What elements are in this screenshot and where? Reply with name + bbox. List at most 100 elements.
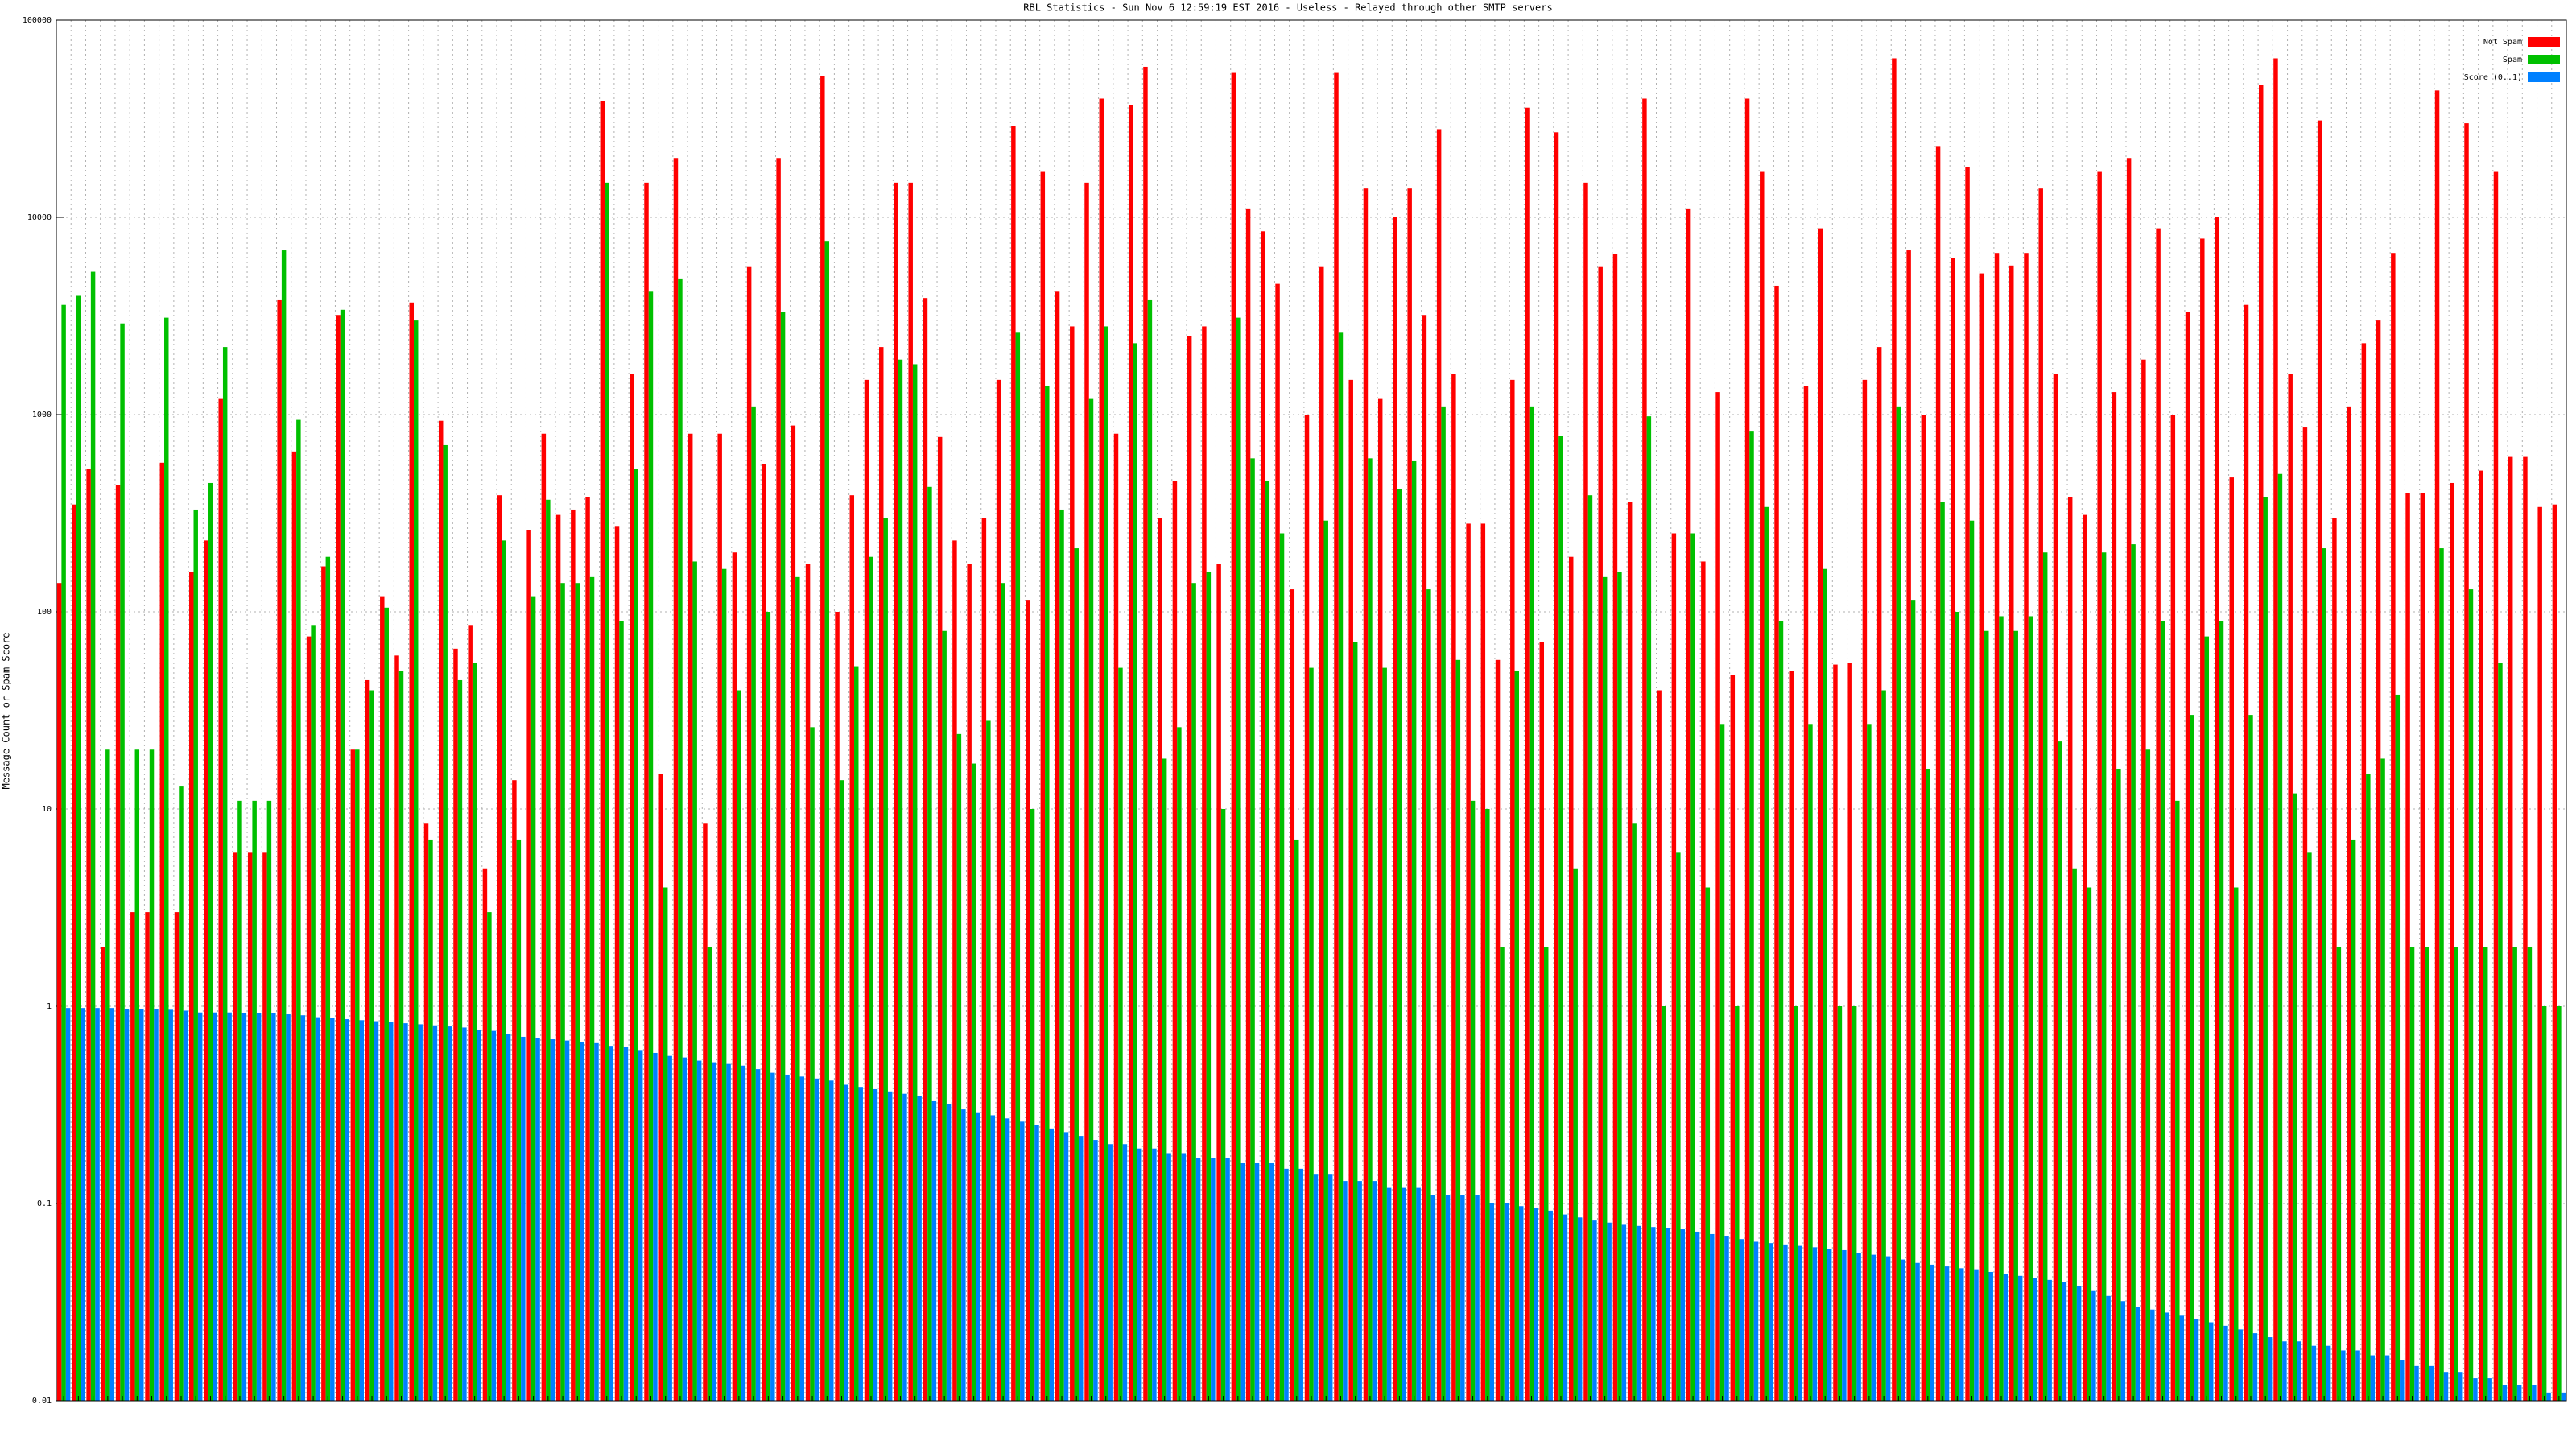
bar bbox=[952, 540, 957, 1401]
bar bbox=[820, 76, 825, 1401]
bar bbox=[1563, 1214, 1568, 1401]
bar bbox=[1137, 1148, 1142, 1401]
bar bbox=[1587, 495, 1593, 1401]
bar bbox=[2552, 504, 2557, 1401]
bar bbox=[1892, 58, 1897, 1401]
bar bbox=[359, 1020, 365, 1401]
bar bbox=[908, 182, 913, 1401]
bar bbox=[1202, 326, 1207, 1401]
bar bbox=[2150, 1309, 2155, 1401]
bar bbox=[468, 625, 473, 1401]
bar bbox=[2458, 1372, 2463, 1401]
bar bbox=[721, 568, 727, 1401]
bar bbox=[1926, 768, 1930, 1401]
bar bbox=[1764, 506, 1769, 1402]
bar bbox=[1030, 809, 1035, 1401]
bar bbox=[2076, 1286, 2082, 1401]
bar bbox=[1979, 273, 1985, 1401]
bar bbox=[413, 320, 419, 1402]
bar bbox=[2473, 1378, 2478, 1401]
bar bbox=[1211, 1158, 1216, 1401]
bar bbox=[746, 266, 752, 1401]
bar bbox=[2223, 1325, 2228, 1401]
bar bbox=[262, 852, 267, 1401]
bar bbox=[1269, 1162, 1274, 1401]
bar bbox=[1940, 502, 1945, 1402]
bar bbox=[1020, 1121, 1025, 1401]
bar bbox=[491, 1030, 497, 1401]
bar bbox=[1133, 343, 1137, 1401]
bar bbox=[2170, 415, 2176, 1401]
bar bbox=[1577, 1217, 1583, 1401]
bar bbox=[1147, 299, 1153, 1402]
bar bbox=[1852, 1006, 1857, 1401]
bar bbox=[1666, 1228, 1670, 1401]
bar bbox=[521, 1036, 526, 1401]
bar bbox=[330, 1018, 335, 1401]
chart-title: RBL Statistics - Sun Nov 6 12:59:19 EST … bbox=[1023, 2, 1552, 14]
y-tick-label: 100 bbox=[37, 608, 52, 617]
bar bbox=[1319, 266, 1324, 1401]
bar bbox=[1676, 852, 1681, 1401]
bar bbox=[1191, 583, 1196, 1401]
bar bbox=[2116, 768, 2121, 1401]
bar bbox=[956, 733, 962, 1401]
bar bbox=[1313, 1174, 1319, 1401]
bar bbox=[623, 1046, 629, 1401]
bar bbox=[2190, 715, 2194, 1401]
bar bbox=[2464, 123, 2469, 1402]
bar bbox=[1426, 589, 1431, 1401]
bar bbox=[2376, 320, 2381, 1402]
bar bbox=[2248, 715, 2253, 1401]
bar bbox=[2238, 1329, 2243, 1401]
bar bbox=[530, 596, 536, 1401]
bar bbox=[1265, 481, 1270, 1402]
bar bbox=[2326, 1345, 2331, 1401]
bar bbox=[2141, 359, 2146, 1402]
bar bbox=[2512, 947, 2517, 1401]
bar bbox=[2347, 406, 2351, 1402]
bar bbox=[286, 1014, 291, 1401]
bar bbox=[785, 1074, 790, 1401]
bar bbox=[281, 250, 287, 1402]
bar bbox=[946, 1104, 952, 1401]
bar bbox=[1005, 1118, 1010, 1401]
bar bbox=[1867, 724, 1872, 1401]
bar bbox=[487, 912, 492, 1401]
bar bbox=[2091, 1290, 2096, 1401]
bar bbox=[409, 302, 414, 1402]
bar bbox=[115, 485, 121, 1402]
legend-label: Not Spam bbox=[2483, 38, 2522, 47]
bar bbox=[2498, 663, 2503, 1401]
bar bbox=[453, 648, 458, 1401]
bar bbox=[101, 947, 106, 1401]
bar bbox=[506, 1034, 511, 1401]
bar bbox=[443, 444, 448, 1402]
bar bbox=[1935, 146, 1941, 1401]
bar bbox=[2366, 774, 2371, 1401]
y-tick-label: 1 bbox=[47, 1002, 52, 1011]
bar bbox=[1951, 258, 1955, 1402]
bar bbox=[1294, 839, 1299, 1401]
y-axis-label: Message Count or Spam Score bbox=[1, 632, 12, 789]
bar bbox=[678, 278, 683, 1401]
bar bbox=[1636, 1225, 1641, 1401]
bar bbox=[2209, 1322, 2214, 1401]
bar bbox=[1910, 600, 1916, 1401]
bar bbox=[648, 291, 654, 1401]
bar bbox=[95, 1008, 100, 1401]
bar bbox=[791, 425, 796, 1401]
bar bbox=[2185, 312, 2190, 1401]
bar bbox=[134, 749, 140, 1401]
bar bbox=[667, 1055, 672, 1401]
bar bbox=[2179, 1315, 2185, 1401]
bar bbox=[799, 1076, 805, 1401]
bar bbox=[663, 887, 668, 1401]
bar bbox=[780, 312, 786, 1401]
bar bbox=[2541, 1006, 2547, 1401]
bar bbox=[1309, 667, 1314, 1401]
bar bbox=[457, 679, 463, 1401]
bar bbox=[2454, 947, 2458, 1401]
bar bbox=[477, 1030, 481, 1401]
bar bbox=[535, 1038, 540, 1401]
